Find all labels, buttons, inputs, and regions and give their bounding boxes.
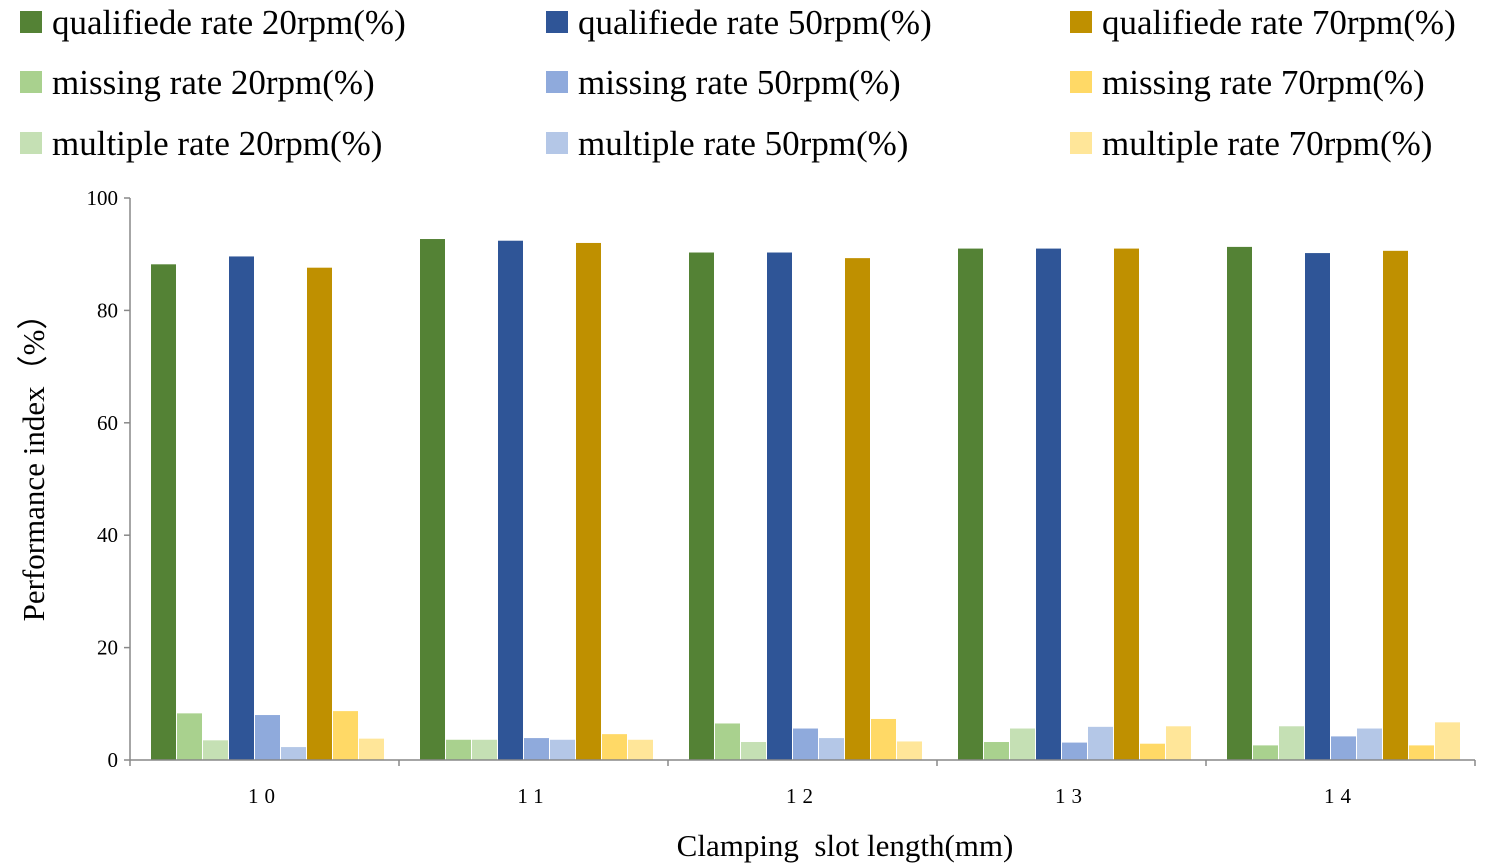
bar: [229, 256, 254, 760]
y-tick-label: 100: [87, 186, 119, 210]
legend-swatch: [1070, 71, 1092, 93]
bar: [1088, 726, 1113, 760]
bar: [1062, 742, 1087, 760]
bar: [255, 715, 280, 760]
bar: [420, 239, 445, 760]
legend-swatch: [546, 132, 568, 154]
legend-swatch: [20, 71, 42, 93]
bar: [689, 252, 714, 760]
bar: [767, 252, 792, 760]
bar: [984, 742, 1009, 760]
legend-item: qualifiede rate 20rpm(%): [20, 3, 406, 42]
bar: [524, 738, 549, 760]
bar: [1357, 728, 1382, 760]
legend-label: multiple rate 50rpm(%): [578, 124, 908, 163]
bar: [1166, 726, 1191, 760]
bar: [793, 728, 818, 760]
y-axis-title: Performance index（%）: [16, 299, 51, 622]
bar: [1253, 745, 1278, 760]
bar: [177, 713, 202, 760]
bar: [1010, 728, 1035, 760]
bar: [819, 738, 844, 760]
legend-label: multiple rate 70rpm(%): [1102, 124, 1432, 163]
bar: [1114, 248, 1139, 760]
y-tick-label: 40: [97, 523, 118, 547]
x-axis-ticks: 10 11 12 13 14: [129, 760, 1476, 808]
y-axis-ticks: 0 20 40 60 80 100: [87, 186, 130, 772]
bar: [281, 747, 306, 760]
legend-item: multiple rate 70rpm(%): [1070, 124, 1432, 163]
legend-label: multiple rate 20rpm(%): [52, 124, 382, 163]
legend-swatch: [20, 132, 42, 154]
legend-label: missing rate 20rpm(%): [52, 63, 375, 102]
bar: [498, 240, 523, 760]
bar: [333, 711, 358, 760]
x-axis-title: Clamping slot length(mm): [677, 828, 1014, 863]
bar: [1140, 743, 1165, 760]
chart-legend: qualifiede rate 20rpm(%) missing rate 20r…: [20, 3, 1456, 163]
bar: [1383, 250, 1408, 760]
legend-item: qualifiede rate 70rpm(%): [1070, 3, 1456, 42]
legend-label: qualifiede rate 70rpm(%): [1102, 3, 1456, 42]
bar: [1036, 248, 1061, 760]
x-tick-label: 13: [1055, 784, 1088, 808]
legend-swatch: [546, 11, 568, 33]
x-tick-label: 10: [248, 784, 281, 808]
bar: [1227, 246, 1252, 761]
x-tick-label: 12: [786, 784, 819, 808]
legend-item: multiple rate 50rpm(%): [546, 124, 908, 163]
y-tick-label: 80: [97, 298, 118, 322]
legend-item: qualifiede rate 50rpm(%): [546, 3, 932, 42]
legend-item: missing rate 70rpm(%): [1070, 63, 1425, 102]
bar: [472, 739, 497, 760]
legend-item: missing rate 50rpm(%): [546, 63, 901, 102]
x-tick-label: 11: [517, 784, 549, 808]
bar: [1435, 722, 1460, 760]
y-tick-label: 0: [108, 748, 119, 772]
legend-label: missing rate 50rpm(%): [578, 63, 901, 102]
bar: [550, 739, 575, 760]
bar: [741, 742, 766, 760]
bar: [203, 740, 228, 760]
legend-label: qualifiede rate 20rpm(%): [52, 3, 406, 42]
bar: [359, 738, 384, 760]
legend-swatch: [1070, 132, 1092, 154]
legend-swatch: [20, 11, 42, 33]
bar: [576, 242, 601, 760]
bar: [958, 248, 983, 760]
bar: [628, 739, 653, 760]
legend-swatch: [546, 71, 568, 93]
bar: [1409, 745, 1434, 760]
bar: [715, 723, 740, 760]
bar: [446, 739, 471, 760]
bar: [602, 734, 627, 760]
legend-label: missing rate 70rpm(%): [1102, 63, 1425, 102]
bar: [307, 267, 332, 760]
legend-label: qualifiede rate 50rpm(%): [578, 3, 932, 42]
legend-item: missing rate 20rpm(%): [20, 63, 375, 102]
chart-bars: [151, 239, 1460, 761]
bar: [897, 741, 922, 760]
bar: [845, 258, 870, 760]
x-tick-label: 14: [1324, 784, 1357, 808]
y-tick-label: 60: [97, 411, 118, 435]
y-tick-label: 20: [97, 636, 118, 660]
bar: [151, 264, 176, 760]
bar: [871, 718, 896, 760]
legend-swatch: [1070, 11, 1092, 33]
bar: [1331, 736, 1356, 760]
legend-item: multiple rate 20rpm(%): [20, 124, 382, 163]
bar: [1279, 726, 1304, 760]
chart-axes: [129, 198, 1475, 761]
bar: [1305, 253, 1330, 761]
